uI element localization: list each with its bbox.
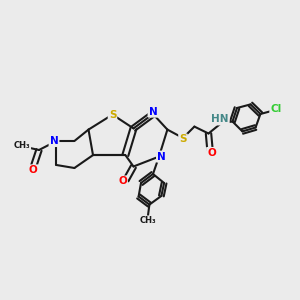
Text: S: S	[179, 134, 187, 145]
Text: O: O	[118, 176, 127, 187]
Text: O: O	[207, 148, 216, 158]
Text: S: S	[109, 110, 116, 120]
Text: O: O	[28, 165, 38, 176]
Text: CH₃: CH₃	[139, 216, 156, 225]
Text: HN: HN	[211, 114, 229, 124]
Text: N: N	[157, 152, 166, 162]
Text: CH₃: CH₃	[14, 141, 30, 150]
Text: N: N	[148, 106, 158, 117]
Text: Cl: Cl	[270, 104, 282, 115]
Text: N: N	[50, 136, 58, 146]
